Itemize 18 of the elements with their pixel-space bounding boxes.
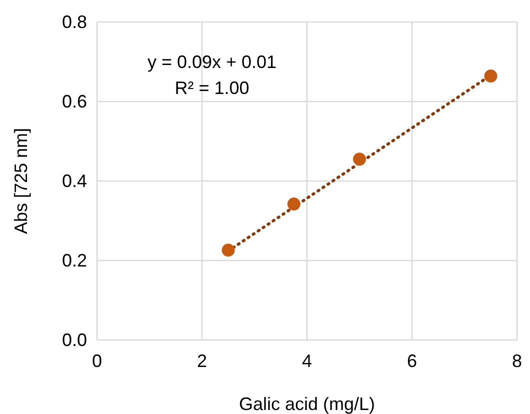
point — [484, 70, 498, 83]
y-tick-label: 0.8 — [62, 12, 87, 32]
point — [287, 198, 300, 211]
annotation: y = 0.09x + 0.01 — [147, 52, 277, 72]
point — [222, 244, 235, 257]
y-axis-title: Abs [725 nm] — [11, 128, 31, 234]
point — [353, 152, 366, 166]
x-tick-label: 2 — [196, 351, 208, 371]
x-tick-label: 0 — [92, 351, 102, 371]
y-tick-label: 0.6 — [62, 92, 87, 112]
y-tick-label: 0.4 — [62, 171, 87, 191]
y-tick-label: 0.2 — [62, 250, 87, 270]
x-axis-title: Galic acid (mg/L) — [238, 394, 376, 414]
y-tick-label: 0.0 — [62, 330, 87, 350]
x-tick-label: 8 — [512, 351, 522, 371]
x-tick-label: 4 — [302, 351, 312, 371]
x-tick-label: 6 — [406, 351, 418, 371]
annotation: R² = 1.00 — [174, 78, 250, 98]
